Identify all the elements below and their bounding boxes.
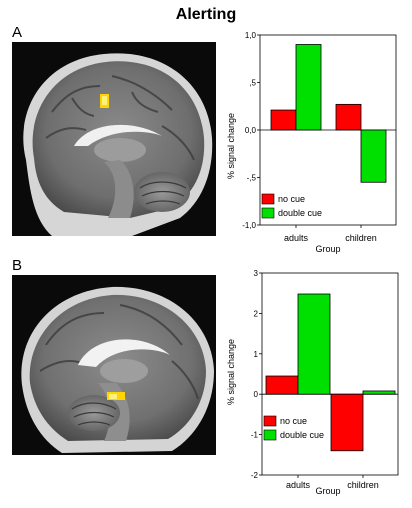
bar-chart-alerting-b: -2 -1 0 1 2 3 adults children % signal change n…	[226, 269, 399, 496]
legend-swatch-double-cue	[263, 429, 277, 441]
bar-double-cue-adults	[295, 44, 322, 131]
y-tick-label: -1,0	[242, 221, 256, 230]
legend-label-double-cue: double cue	[278, 208, 322, 218]
y-tick-label: 1,0	[245, 31, 257, 40]
y-tick-label: 0,0	[245, 126, 257, 135]
x-axis-label: Group	[315, 486, 340, 496]
legend-swatch-no-cue	[263, 415, 277, 427]
bar-double-cue-adults	[297, 293, 331, 395]
y-tick-label: 2	[254, 309, 259, 318]
bar-double-cue-children	[360, 129, 387, 183]
bar-no-cue-children	[335, 103, 362, 131]
bar-chart-alerting-a: -1,0 -,5 0,0 ,5 1,0 adults children % signal c…	[226, 31, 397, 254]
legend-label-double-cue: double cue	[280, 430, 324, 440]
brain-mri-sagittal-b	[12, 275, 216, 455]
plot-area: -1,0 -,5 0,0 ,5 1,0 adults children	[242, 31, 397, 243]
bar-no-cue-children	[330, 393, 364, 452]
y-tick-label: 3	[254, 269, 259, 278]
plot-area: -2 -1 0 1 2 3 adults children	[251, 269, 399, 490]
brain-mri-sagittal-a	[12, 42, 216, 237]
y-tick-label: ,5	[249, 79, 256, 88]
y-tick-label: -1	[251, 431, 259, 440]
legend: no cue double cue	[261, 193, 322, 219]
y-tick-label: -,5	[247, 174, 257, 183]
x-tick-label-children: children	[347, 480, 379, 490]
y-tick-label: 1	[254, 350, 259, 359]
y-tick-label: 0	[254, 390, 259, 399]
x-tick-label-adults: adults	[284, 233, 309, 243]
legend-swatch-no-cue	[261, 193, 275, 205]
panel-label-a: A	[12, 24, 23, 41]
y-axis-label: % signal change	[226, 339, 236, 405]
y-tick-label: -2	[251, 471, 259, 480]
legend-label-no-cue: no cue	[278, 194, 305, 204]
legend-label-no-cue: no cue	[280, 416, 307, 426]
figure-title: Alerting	[175, 6, 237, 23]
legend-swatch-double-cue	[261, 207, 275, 219]
bar-double-cue-children	[362, 390, 396, 395]
x-tick-label-adults: adults	[286, 480, 311, 490]
x-tick-label-children: children	[345, 233, 377, 243]
panel-label-b: B	[12, 257, 23, 274]
bar-no-cue-adults	[270, 109, 297, 131]
bar-no-cue-adults	[265, 375, 299, 395]
x-axis-label: Group	[315, 244, 340, 254]
y-axis-label: % signal change	[226, 113, 236, 179]
legend: no cue double cue	[263, 415, 324, 441]
